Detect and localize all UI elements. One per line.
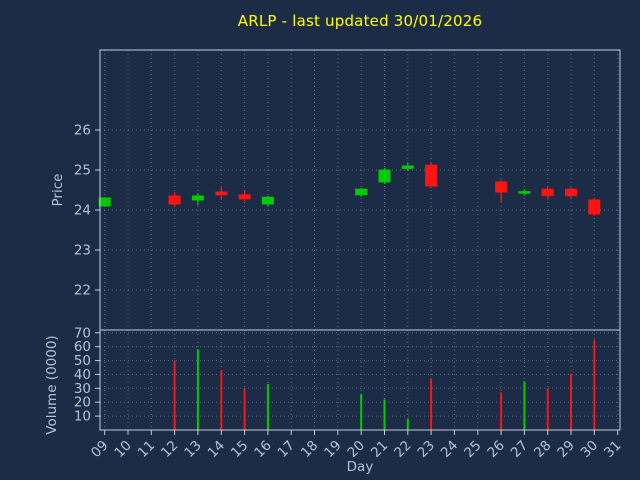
volume-axis-label: Volume (0000) <box>44 335 60 434</box>
x-tick-label: 11 <box>135 438 158 461</box>
volume-tick-label: 50 <box>74 353 91 369</box>
x-tick-label: 10 <box>111 438 134 461</box>
price-tick-label: 22 <box>74 283 91 299</box>
x-tick-label: 14 <box>205 438 228 461</box>
candle <box>425 162 438 188</box>
candle <box>261 196 274 206</box>
x-tick-label: 16 <box>251 438 274 461</box>
x-tick-label: 19 <box>321 437 344 460</box>
candle <box>168 192 181 206</box>
x-tick-label: 18 <box>298 437 321 460</box>
x-tick-label: 09 <box>88 438 111 461</box>
volume-tick-label: 10 <box>74 409 91 425</box>
x-tick-label: 22 <box>391 438 414 461</box>
gridlines <box>100 50 620 430</box>
x-tick-label: 28 <box>531 438 554 461</box>
candle <box>215 186 228 200</box>
x-tick-label: 31 <box>601 438 624 461</box>
candles <box>98 162 601 216</box>
candle <box>588 198 601 216</box>
price-axis-label: Price <box>50 174 66 207</box>
price-tick-label: 25 <box>74 163 91 179</box>
candle <box>565 187 577 198</box>
volume-tick-label: 60 <box>74 339 91 355</box>
volume-tick-label: 30 <box>74 381 91 397</box>
price-tick-label: 23 <box>74 243 91 259</box>
price-tick-label: 24 <box>74 203 91 219</box>
x-tick-label: 24 <box>438 437 461 460</box>
volume-tick-label: 40 <box>74 367 91 383</box>
candle <box>401 162 414 171</box>
candle <box>191 193 204 206</box>
x-tick-label: 30 <box>578 437 601 460</box>
candle <box>238 190 251 202</box>
chart-title: ARLP - last updated 30/01/2026 <box>237 12 483 30</box>
x-tick-label: 23 <box>414 437 437 460</box>
x-tick-label: 20 <box>345 438 368 461</box>
x-tick-label: 13 <box>181 437 204 460</box>
axes-frame <box>99 49 621 431</box>
price-tick-label: 26 <box>74 123 91 139</box>
x-tick-label: 29 <box>554 437 577 460</box>
volume-bars <box>173 339 596 430</box>
candle <box>495 180 508 202</box>
x-tick-label: 21 <box>368 438 391 461</box>
x-tick-label: 15 <box>228 438 251 461</box>
x-tick-label: 12 <box>158 438 181 461</box>
candle <box>541 186 554 200</box>
candle <box>355 188 368 197</box>
volume-tick-label: 70 <box>74 325 91 341</box>
axis-titles: Price Volume (0000) Day <box>44 174 373 475</box>
x-tick-label: 17 <box>275 438 298 461</box>
tick-marks <box>95 129 619 435</box>
x-tick-label: 27 <box>508 438 531 461</box>
x-axis-label: Day <box>347 459 374 475</box>
candle <box>378 168 391 184</box>
x-tick-label: 26 <box>484 438 507 461</box>
x-tick-label: 25 <box>461 438 484 461</box>
volume-tick-label: 20 <box>74 395 91 411</box>
candle <box>518 189 531 196</box>
candle <box>98 197 111 207</box>
